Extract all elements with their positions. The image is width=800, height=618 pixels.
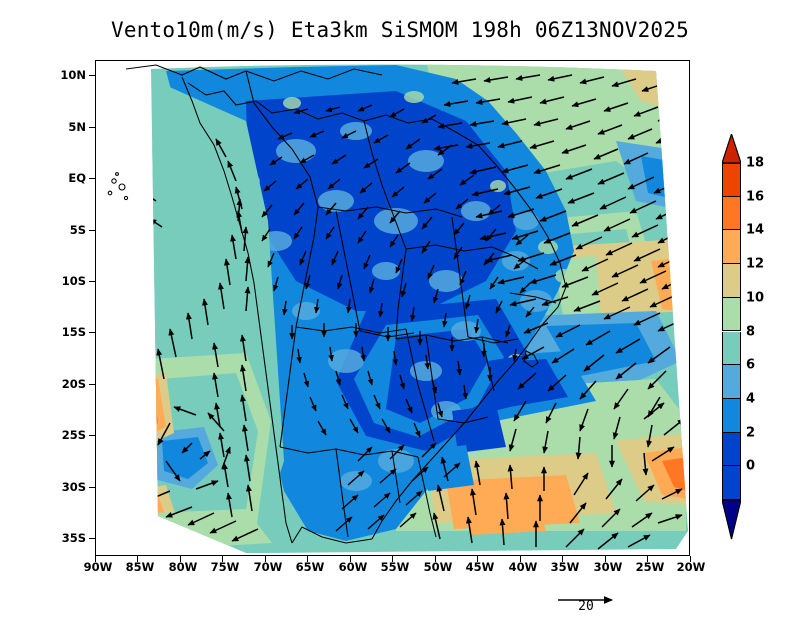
colorbar-band-14 — [722, 230, 741, 265]
ytick-5s — [89, 230, 95, 232]
xaxis-label-75w: 75W — [210, 560, 240, 574]
yaxis-label-5n: 5N — [68, 120, 86, 134]
colorbar-label-12: 12 — [746, 256, 765, 272]
yaxis-label-5s: 5S — [69, 223, 86, 237]
yaxis-label-10s: 10S — [61, 274, 86, 288]
vector-reference-arrow — [558, 596, 613, 604]
xaxis-label-65w: 65W — [295, 560, 325, 574]
xaxis-label-30w: 30W — [593, 560, 623, 574]
ytick-25s — [89, 435, 95, 437]
colorbar-label-10: 10 — [746, 290, 765, 306]
xaxis-label-45w: 45W — [465, 560, 495, 574]
colorbar-label-16: 16 — [746, 189, 765, 205]
wind-field-map — [107, 64, 688, 553]
yaxis-label-35s: 35S — [61, 531, 86, 545]
xaxis-label-35w: 35W — [550, 560, 580, 574]
xtick-9 — [477, 556, 479, 562]
xtick-11 — [562, 556, 564, 562]
yaxis-label-10n: 10N — [60, 68, 86, 82]
xtick-5 — [307, 556, 309, 562]
xtick-1 — [137, 556, 139, 562]
colorbar-under-cap — [722, 500, 741, 540]
colorbar-band-18 — [722, 163, 741, 197]
ytick-10n — [89, 75, 95, 77]
wind-vector-field — [151, 74, 687, 550]
ytick-10s — [89, 281, 95, 283]
map-frame — [95, 60, 690, 556]
colorbar-band-2 — [722, 432, 741, 467]
xaxis-label-70w: 70W — [253, 560, 283, 574]
yaxis-label-eq: EQ — [68, 171, 86, 185]
ytick-5n — [89, 127, 95, 129]
colorbar-label-18: 18 — [746, 155, 765, 171]
yaxis-label-30s: 30S — [61, 480, 86, 494]
colorbar-label-14: 14 — [746, 222, 765, 238]
ytick-35s — [89, 538, 95, 540]
xtick-4 — [265, 556, 267, 562]
ytick-15s — [89, 332, 95, 334]
ytick-eq — [89, 178, 95, 180]
xtick-10 — [520, 556, 522, 562]
colorbar-band-4 — [722, 398, 741, 433]
ytick-30s — [89, 487, 95, 489]
colorbar-band-10 — [722, 297, 741, 332]
xaxis-label-90w: 90W — [83, 560, 113, 574]
windspeed-shading — [151, 64, 688, 553]
ytick-20s — [89, 384, 95, 386]
xtick-2 — [180, 556, 182, 562]
colorbar — [722, 134, 741, 540]
colorbar-band-6 — [722, 365, 741, 399]
xtick-14 — [690, 556, 692, 562]
xaxis-label-55w: 55W — [380, 560, 410, 574]
xtick-3 — [222, 556, 224, 562]
xaxis-label-50w: 50W — [423, 560, 453, 574]
xaxis-label-20w: 20W — [676, 560, 706, 574]
colorbar-label-8: 8 — [746, 324, 756, 339]
xtick-6 — [350, 556, 352, 562]
colorbar-band-12 — [722, 264, 741, 298]
yaxis-label-25s: 25S — [61, 428, 86, 442]
colorbar-label-6: 6 — [746, 357, 756, 373]
figure-title: Vento10m(m/s) Eta3km SiSMOM 198h 06Z13NO… — [111, 18, 689, 42]
colorbar-band-16 — [722, 196, 741, 231]
yaxis-label-20s: 20S — [61, 377, 86, 391]
xaxis-label-40w: 40W — [508, 560, 538, 574]
xtick-8 — [435, 556, 437, 562]
colorbar-band-8 — [722, 331, 741, 366]
xaxis-label-85w: 85W — [125, 560, 155, 574]
xaxis-label-60w: 60W — [338, 560, 368, 574]
coastline-overlay — [107, 64, 567, 544]
xtick-13 — [647, 556, 649, 562]
colorbar-over-cap — [722, 134, 741, 164]
xaxis-label-25w: 25W — [635, 560, 665, 574]
vector-reference-label: 20 — [578, 599, 594, 614]
colorbar-band-0 — [722, 466, 741, 500]
map-plot-area — [95, 60, 690, 556]
xtick-7 — [392, 556, 394, 562]
colorbar-label-0: 0 — [746, 458, 756, 474]
yaxis-label-15s: 15S — [61, 325, 86, 339]
xaxis-label-80w: 80W — [168, 560, 198, 574]
xtick-12 — [605, 556, 607, 562]
xtick-0 — [95, 556, 97, 562]
colorbar-label-4: 4 — [746, 391, 756, 407]
colorbar-label-2: 2 — [746, 425, 756, 441]
